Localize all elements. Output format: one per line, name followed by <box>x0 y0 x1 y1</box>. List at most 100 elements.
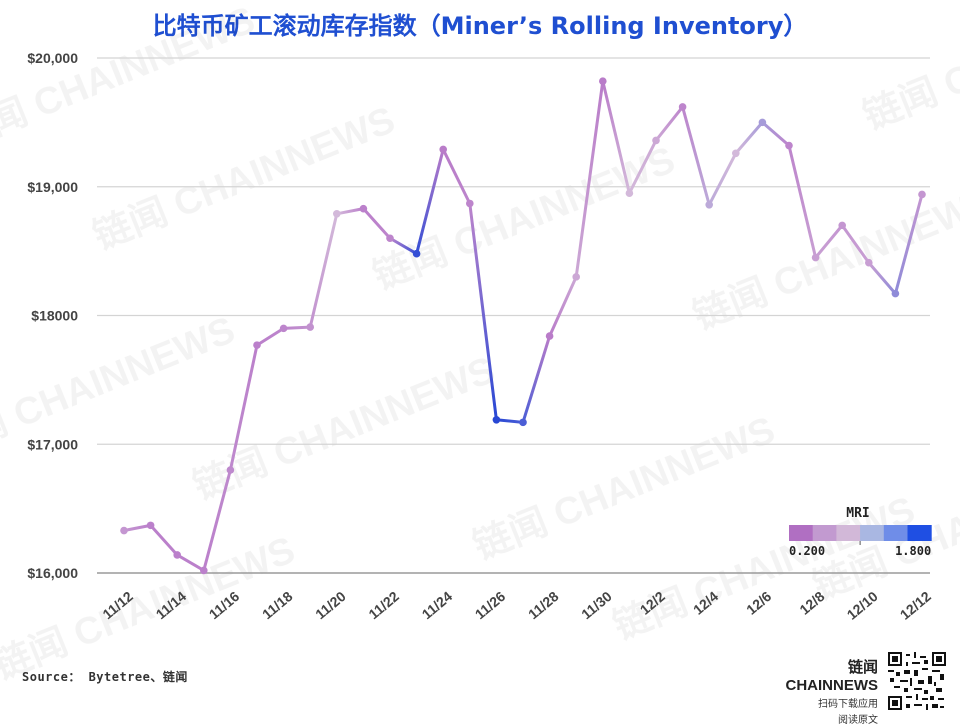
data-point <box>599 77 607 85</box>
legend-swatch <box>907 525 932 541</box>
series-line-segment <box>255 326 286 347</box>
data-point <box>333 209 341 218</box>
data-point <box>545 332 554 340</box>
watermark-text: 链闻 CHAINNEWS <box>0 529 301 688</box>
brand-download-text: 扫码下载应用 <box>818 699 878 710</box>
series-line-segment <box>601 79 631 195</box>
series-line-segment <box>228 343 259 472</box>
data-point <box>120 526 128 535</box>
series-line-segment <box>335 207 365 216</box>
series-line-segment <box>494 418 525 424</box>
legend-swatch <box>883 525 908 541</box>
y-tick-label: $19,000 <box>27 179 78 195</box>
data-point <box>306 323 315 331</box>
watermark-text: 链闻 CHAINNEWS <box>468 409 781 568</box>
legend-swatch <box>860 525 885 541</box>
watermark-text: 链闻 CHAINNEWS <box>368 139 681 298</box>
data-point <box>173 551 181 559</box>
qr-code-icon[interactable] <box>888 652 946 710</box>
data-point <box>891 289 900 298</box>
series-line-segment <box>867 261 897 296</box>
data-point <box>519 418 527 427</box>
legend-swatch <box>836 525 861 541</box>
series-line-segment <box>574 79 605 279</box>
series-line-segment <box>361 207 392 240</box>
series-line-segment <box>415 147 445 256</box>
data-point <box>253 341 261 349</box>
series-line-segment <box>654 105 685 142</box>
data-point <box>865 258 873 267</box>
data-point <box>359 204 368 213</box>
series-line-segment <box>707 151 738 207</box>
y-tick-label: $18000 <box>31 308 78 324</box>
data-point <box>279 324 288 333</box>
series-line-segment <box>202 468 232 572</box>
data-point <box>838 221 846 230</box>
data-point <box>146 521 155 530</box>
brand-name: 链闻 CHAINNEWS <box>785 659 879 694</box>
y-tick-label: $17,000 <box>27 436 78 452</box>
y-tick-label: $20,000 <box>27 50 78 66</box>
legend-swatch <box>789 525 814 541</box>
point-layer <box>120 77 926 575</box>
data-point <box>732 149 740 158</box>
data-point <box>811 253 820 262</box>
x-tick-label: 11/28 <box>525 588 562 622</box>
grid-layer: $16,000 $17,000 $18000 $19,000 $20,000 <box>27 50 930 581</box>
data-point <box>758 118 767 127</box>
data-point <box>439 145 448 154</box>
x-tick-label: 11/18 <box>259 588 296 622</box>
chart-title: 比特币矿工滚动库存指数（Miner’s Rolling Inventory） <box>152 12 808 40</box>
series-line-segment <box>681 105 711 207</box>
watermark-text: 链闻 CHAINNEWS <box>858 0 960 138</box>
legend-swatch <box>812 525 837 541</box>
series-line-segment <box>175 553 206 572</box>
data-point <box>200 566 208 575</box>
series-line-segment <box>282 325 312 330</box>
data-point <box>705 200 713 209</box>
data-point <box>652 136 660 145</box>
series-line-segment <box>521 334 552 424</box>
x-tick-label: 11/20 <box>312 588 349 622</box>
source-note: Source： Bytetree、链闻 <box>22 670 188 684</box>
series-line-segment <box>734 120 764 155</box>
line-layer <box>122 79 924 572</box>
data-point <box>492 415 501 424</box>
data-point <box>412 249 421 258</box>
watermark-text: 链闻 CHAINNEWS <box>88 99 401 258</box>
series-line-segment <box>468 201 498 422</box>
watermark-layer: 链闻 CHAINNEWS链闻 CHAINNEWS链闻 CHAINNEWS链闻 C… <box>0 0 960 688</box>
legend-title: MRI <box>846 506 869 521</box>
series-line-segment <box>149 523 179 557</box>
data-point <box>226 466 235 474</box>
x-tick-label: 11/22 <box>365 588 402 622</box>
x-tick-label: 11/30 <box>578 588 615 622</box>
x-tick-label: 12/12 <box>897 588 934 623</box>
data-point <box>785 141 793 150</box>
series-line-segment <box>122 523 153 533</box>
data-point <box>678 103 687 111</box>
legend-min-label: 0.200 <box>789 544 825 558</box>
series-line-segment <box>840 223 871 265</box>
series-line-segment <box>760 120 791 148</box>
series-line-segment <box>814 223 844 260</box>
series-line-segment <box>308 212 339 329</box>
legend-max-label: 1.800 <box>895 544 931 558</box>
data-point <box>386 234 394 243</box>
data-point <box>466 199 474 208</box>
x-tick-label: 11/24 <box>419 588 456 622</box>
series-line-segment <box>893 192 924 296</box>
data-point <box>625 189 634 197</box>
x-tick-label: 11/26 <box>472 588 509 622</box>
brand-block: 链闻 CHAINNEWS 扫码下载应用 阅读原文 <box>752 656 879 726</box>
series-line-segment <box>388 236 419 256</box>
data-point <box>918 190 926 199</box>
series-line-segment <box>627 138 658 195</box>
series-line-segment <box>787 144 818 260</box>
x-tick-layer: 11/12 11/14 11/16 11/18 11/20 11/22 11/24 11/26… <box>99 588 934 623</box>
data-point <box>572 273 580 281</box>
watermark-text: 链闻 CHAINNEWS <box>0 0 261 158</box>
series-line-segment <box>441 147 472 205</box>
legend: MRI 0.200 1.800 <box>789 506 932 558</box>
